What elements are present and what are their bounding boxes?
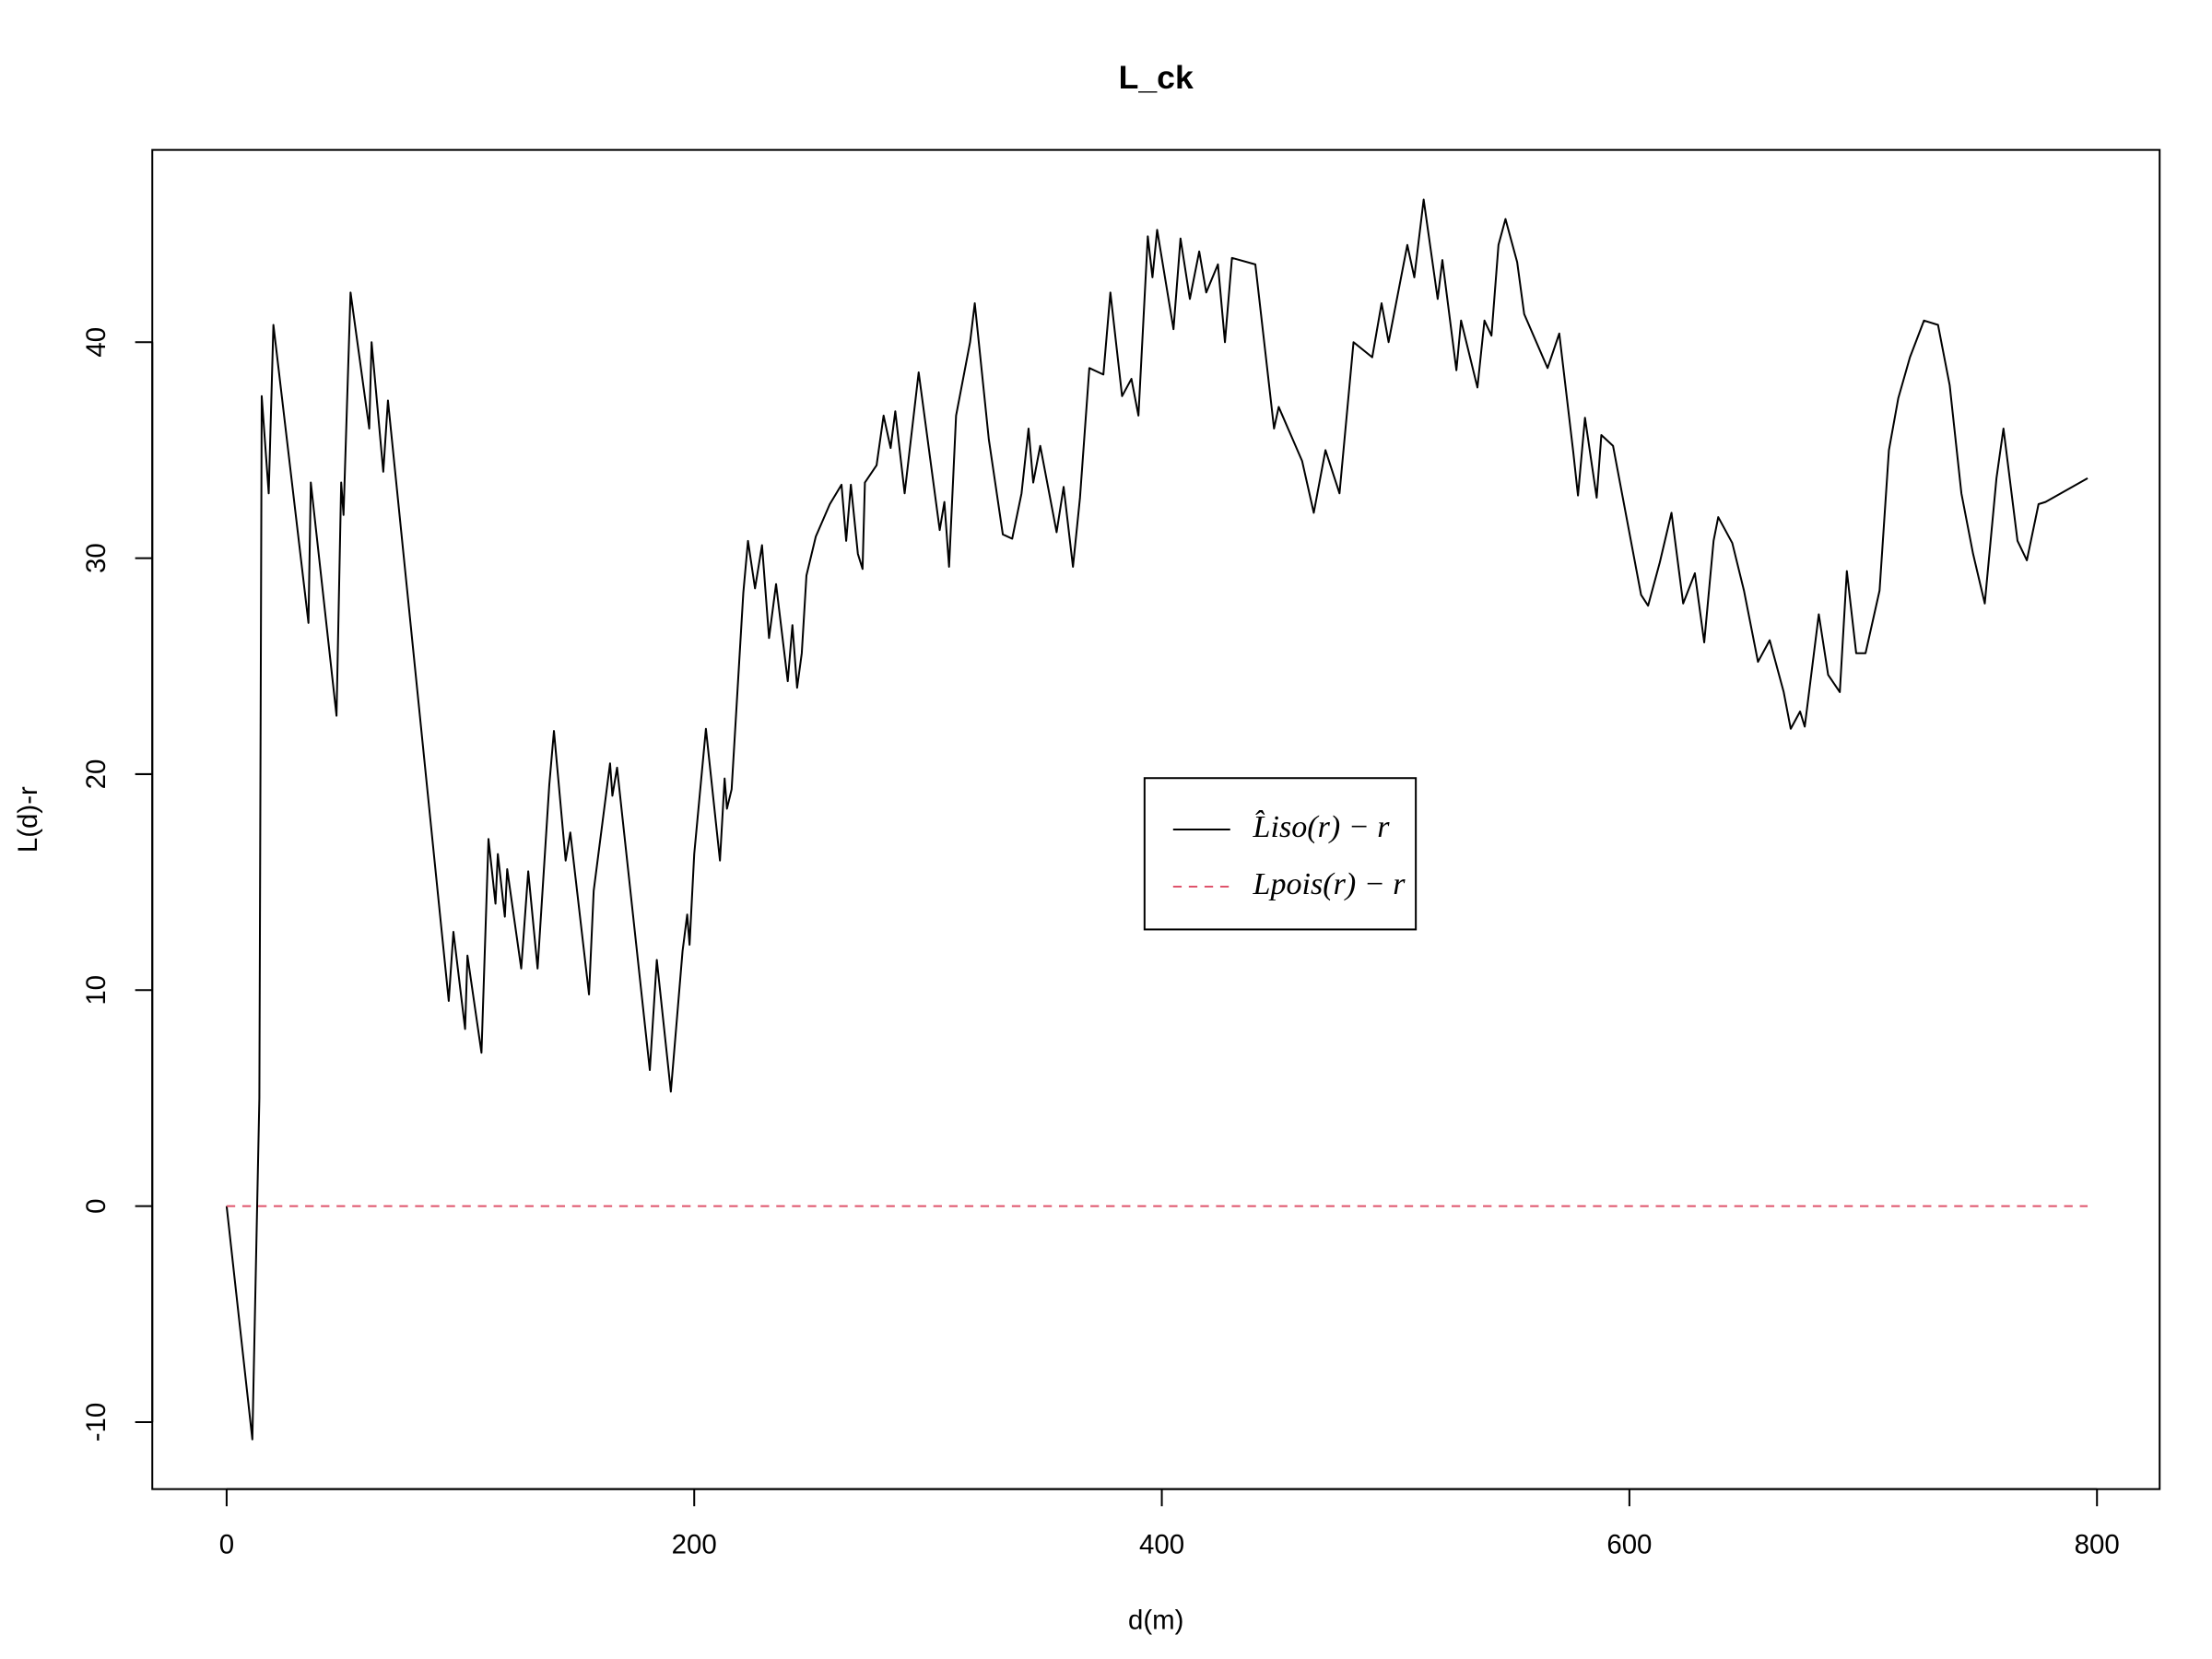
x-tick-label: 600 <box>1606 1529 1652 1559</box>
legend-box <box>1143 777 1418 931</box>
y-tick-label: 0 <box>81 1198 112 1213</box>
y-tick-label: 40 <box>81 327 112 358</box>
legend-label: L̂iso(r) − r <box>1253 809 1391 844</box>
y-axis-label: L(d)-r <box>13 786 43 853</box>
y-tick-label: 20 <box>81 759 112 790</box>
x-tick-label: 0 <box>219 1529 234 1559</box>
y-tick-label: 30 <box>81 543 112 573</box>
x-axis-label: d(m) <box>1128 1606 1183 1636</box>
x-tick-label: 800 <box>2075 1529 2120 1559</box>
chart-title: L_ck <box>1119 59 1194 96</box>
x-tick-label: 400 <box>1139 1529 1184 1559</box>
data-line <box>225 198 2088 1441</box>
x-tick-label: 200 <box>672 1529 717 1559</box>
y-tick-label: -10 <box>81 1403 112 1442</box>
legend-label: Lpois(r) − r <box>1253 867 1406 901</box>
y-tick-label: 10 <box>81 975 112 1006</box>
